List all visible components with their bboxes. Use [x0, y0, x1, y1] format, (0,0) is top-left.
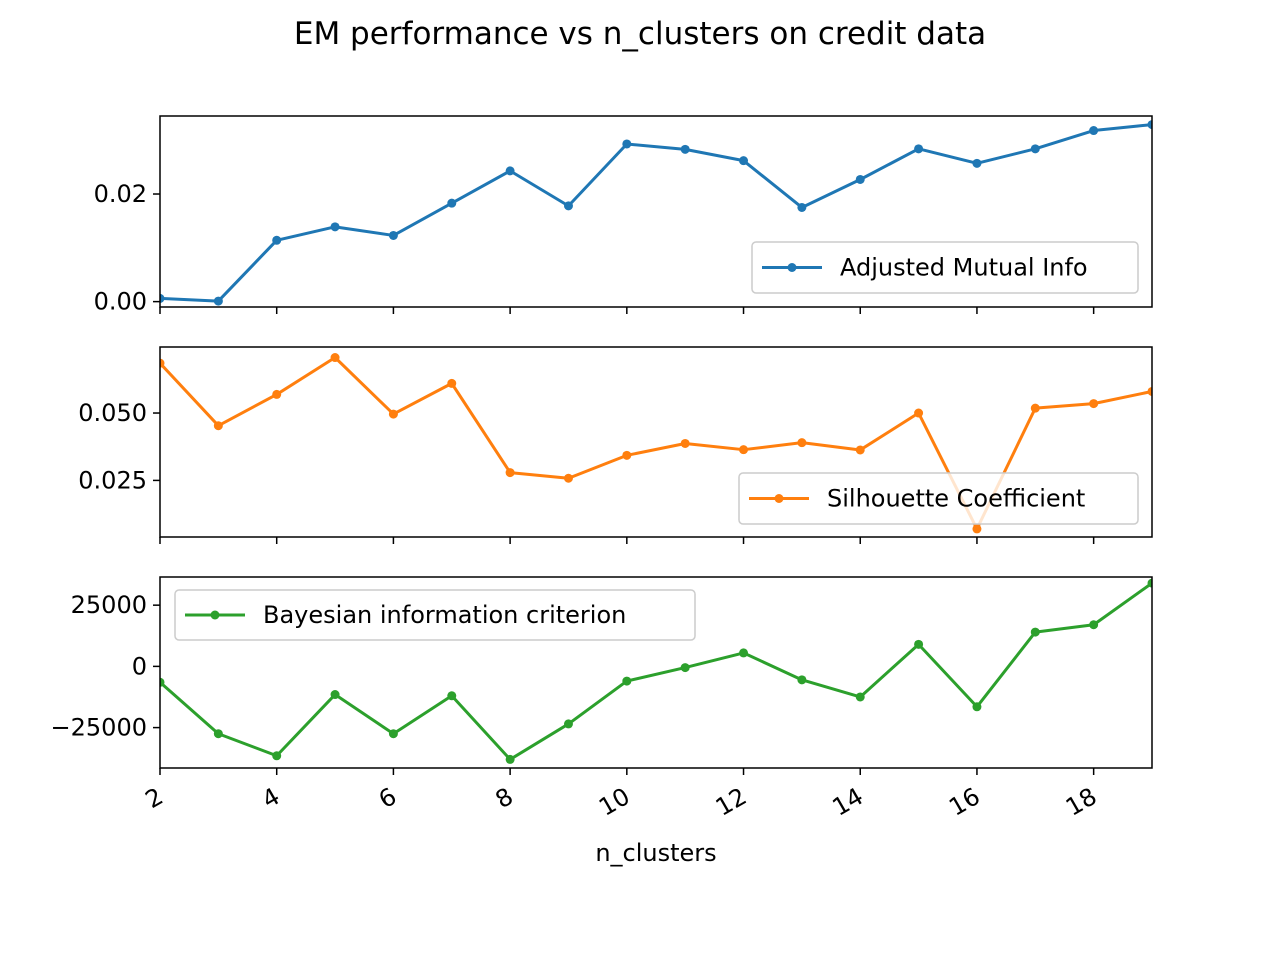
- y-tick-label: 0.025: [78, 466, 147, 494]
- data-point: [1147, 386, 1152, 396]
- subplots-container: Adjusted Mutual Info 0.00 0.02 Silhouette C…: [51, 115, 1153, 775]
- data-point: [272, 235, 282, 245]
- legend-label: Adjusted Mutual Info: [840, 254, 1088, 282]
- y-tick-label: 0: [132, 652, 147, 680]
- data-point: [855, 692, 865, 702]
- data-point: [1147, 578, 1152, 588]
- series-line: [160, 123, 1152, 303]
- subplot-2: Silhouette Coefficient 0.025 0.050: [78, 346, 1153, 544]
- data-point: [388, 409, 398, 419]
- data-point: [622, 676, 632, 686]
- series-line: [160, 581, 1152, 761]
- series-group-3: [160, 578, 1152, 764]
- data-point: [680, 663, 690, 673]
- data-point: [739, 445, 749, 455]
- data-point: [505, 468, 515, 478]
- data-point: [1089, 399, 1099, 409]
- data-point: [213, 296, 223, 306]
- legend-marker: [774, 494, 784, 503]
- data-point: [622, 139, 632, 149]
- data-point: [797, 675, 807, 685]
- data-point: [330, 353, 340, 363]
- data-point: [1030, 144, 1040, 154]
- data-point: [622, 450, 632, 460]
- data-point: [330, 222, 340, 232]
- axes-frame: [159, 576, 1153, 769]
- chart-title: EM performance vs n_clusters on credit d…: [294, 16, 986, 52]
- axes-frame: [159, 346, 1153, 538]
- data-point: [739, 156, 749, 166]
- data-point: [1030, 627, 1040, 637]
- axes-frame: [159, 115, 1153, 308]
- legend-label: Silhouette Coefficient: [827, 485, 1085, 513]
- data-point: [272, 751, 282, 761]
- data-point: [388, 230, 398, 240]
- data-point: [272, 389, 282, 399]
- data-point: [855, 445, 865, 455]
- data-point: [505, 166, 515, 176]
- legend-box: [174, 589, 696, 641]
- data-point: [1089, 126, 1099, 136]
- data-point: [1089, 620, 1099, 630]
- data-point: [972, 702, 982, 712]
- data-point: [914, 639, 924, 649]
- data-point: [563, 719, 573, 729]
- subplot-3: Bayesian information criterion −25000 0 250…: [51, 576, 1153, 775]
- legend-box: [738, 472, 1139, 525]
- data-point: [447, 378, 457, 388]
- data-point: [563, 473, 573, 483]
- legend-marker: [210, 610, 220, 620]
- y-tick-label: 25000: [71, 591, 147, 619]
- data-point: [388, 729, 398, 739]
- data-point: [160, 293, 165, 303]
- series-group-1: [160, 120, 1152, 306]
- y-tick-label: 0.050: [78, 399, 147, 427]
- legend: Adjusted Mutual Info: [751, 241, 1139, 294]
- data-point: [914, 408, 924, 418]
- data-point: [505, 754, 515, 764]
- x-axis-label: n_clusters: [595, 839, 716, 867]
- data-point: [330, 690, 340, 700]
- data-point: [447, 198, 457, 208]
- data-point: [160, 677, 165, 687]
- data-point: [680, 144, 690, 154]
- data-point: [972, 158, 982, 168]
- legend-label: Bayesian information criterion: [263, 601, 626, 629]
- data-point: [563, 201, 573, 211]
- legend-marker: [787, 263, 797, 272]
- legend-box: [751, 241, 1139, 294]
- data-point: [160, 358, 165, 368]
- subplot-1: Adjusted Mutual Info 0.00 0.02: [94, 115, 1153, 316]
- data-point: [739, 648, 749, 658]
- y-tick-label: −25000: [51, 714, 147, 742]
- data-point: [680, 438, 690, 448]
- data-point: [447, 691, 457, 701]
- legend: Bayesian information criterion: [174, 589, 696, 641]
- data-point: [797, 438, 807, 448]
- legend: Silhouette Coefficient: [738, 472, 1139, 525]
- data-point: [1030, 403, 1040, 413]
- y-tick-label: 0.00: [94, 288, 147, 316]
- data-point: [855, 174, 865, 184]
- data-point: [1147, 120, 1152, 130]
- y-tick-label: 0.02: [94, 180, 147, 208]
- data-point: [972, 524, 982, 534]
- data-point: [213, 729, 223, 739]
- data-point: [213, 421, 223, 431]
- data-point: [914, 144, 924, 154]
- data-point: [797, 202, 807, 212]
